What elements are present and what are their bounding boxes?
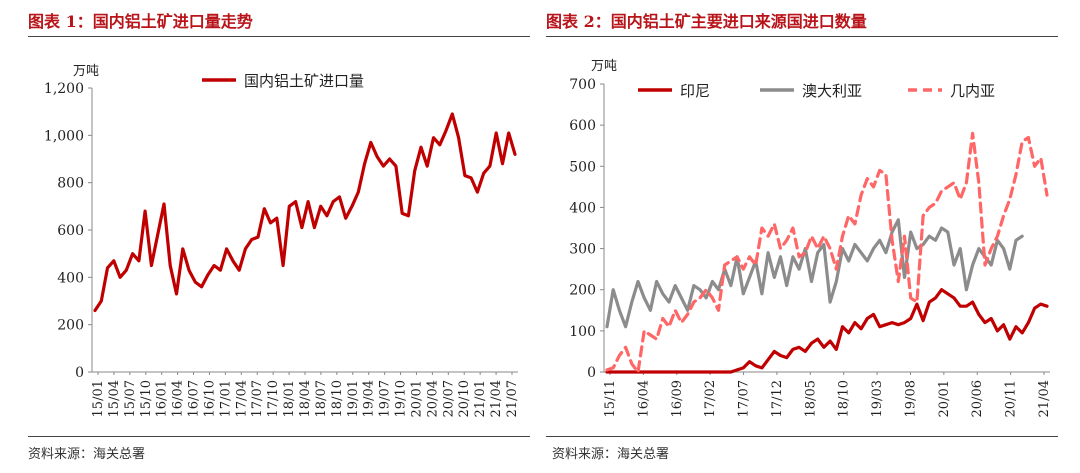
left-x-tick-label: 20/10 [457,380,472,417]
left-x-tick-label: 18/07 [314,380,329,417]
right-y-tick-label: 300 [569,242,596,258]
right-x-tick-label: 21/04 [1037,380,1052,417]
left-x-tick-label: 16/07 [187,380,202,417]
right-chart-title: 图表 2：国内铝土矿主要进口来源国进口数量 [546,12,867,31]
right-y-tick-label: 500 [569,159,596,175]
left-x-tick-label: 16/10 [202,380,217,417]
right-x-tick-label: 19/08 [903,380,918,417]
left-unit-label: 万吨 [73,64,99,79]
left-chart-title: 图表 1：国内铝土矿进口量走势 [28,12,253,31]
right-y-tick-label: 0 [587,365,596,381]
right-legend-label-1: 澳大利亚 [802,82,862,100]
left-x-tick-label: 18/10 [330,380,345,417]
left-y-tick-label: 600 [57,223,84,239]
left-x-tick-label: 15/07 [123,380,138,417]
left-title-rule [28,36,530,37]
left-x-tick-label: 19/07 [378,380,393,417]
right-y-tick-label: 100 [569,324,596,340]
left-x-tick-label: 19/01 [346,380,361,417]
right-series-line-2 [605,131,1049,374]
left-y-tick-label: 1,200 [44,81,84,97]
left-x-tick-label: 16/01 [155,380,170,417]
left-x-tick-label: 19/04 [362,380,377,417]
left-legend-label-0: 国内铝土矿进口量 [244,72,364,90]
left-x-tick-label: 20/07 [441,380,456,417]
right-x-tick-label: 20/01 [937,380,952,417]
left-y-tick-label: 200 [57,318,84,334]
right-x-tick-label: 19/03 [870,380,885,417]
left-y-tick-label: 800 [57,176,84,192]
left-x-tick-label: 18/01 [282,380,297,417]
right-x-tick-label: 20/06 [970,380,985,417]
right-title-rule [546,36,1058,37]
left-y-tick-label: 0 [75,365,84,381]
left-y-tick-label: 1,000 [44,128,84,144]
left-x-tick-label: 17/01 [218,380,233,417]
right-y-tick-label: 700 [569,77,596,93]
right-y-tick-label: 200 [569,283,596,299]
left-x-tick-label: 18/04 [298,380,313,417]
left-x-tick-label: 17/10 [266,380,281,417]
left-series-line-0 [93,112,517,313]
right-legend-label-2: 几内亚 [950,82,995,100]
right-x-tick-label: 16/04 [636,380,651,417]
right-x-tick-label: 18/10 [837,380,852,417]
left-x-tick-label: 16/04 [171,380,186,417]
left-x-tick-label: 20/01 [409,380,424,417]
right-x-tick-label: 17/12 [770,380,785,417]
right-legend-label-0: 印尼 [680,82,710,100]
left-x-tick-label: 21/04 [489,380,504,417]
left-x-tick-label: 15/10 [139,380,154,417]
right-series-line-1 [605,218,1024,329]
left-x-tick-label: 19/10 [394,380,409,417]
right-y-tick-label: 600 [569,118,596,134]
left-y-tick-label: 400 [57,270,84,286]
right-x-tick-label: 17/07 [737,380,752,417]
right-x-tick-label: 18/05 [803,380,818,417]
right-source-note: 资料来源：海关总署 [552,447,670,462]
left-x-tick-label: 15/01 [91,380,106,417]
left-x-tick-label: 21/01 [473,380,488,417]
right-y-tick-label: 400 [569,200,596,216]
left-x-tick-label: 20/04 [425,380,440,417]
right-x-tick-label: 17/02 [703,380,718,417]
left-footer-rule [28,436,530,437]
right-x-tick-label: 15/11 [603,380,618,417]
right-unit-label: 万吨 [591,59,617,74]
left-x-tick-label: 17/04 [234,380,249,417]
left-source-note: 资料来源：海关总署 [28,447,146,462]
right-x-tick-label: 20/11 [1004,380,1019,417]
left-x-tick-label: 21/07 [505,380,520,417]
right-series-line-0 [605,288,1049,374]
right-x-tick-label: 16/09 [670,380,685,417]
right-footer-rule [546,436,1058,437]
left-x-tick-label: 15/04 [107,380,122,417]
left-x-tick-label: 17/07 [250,380,265,417]
